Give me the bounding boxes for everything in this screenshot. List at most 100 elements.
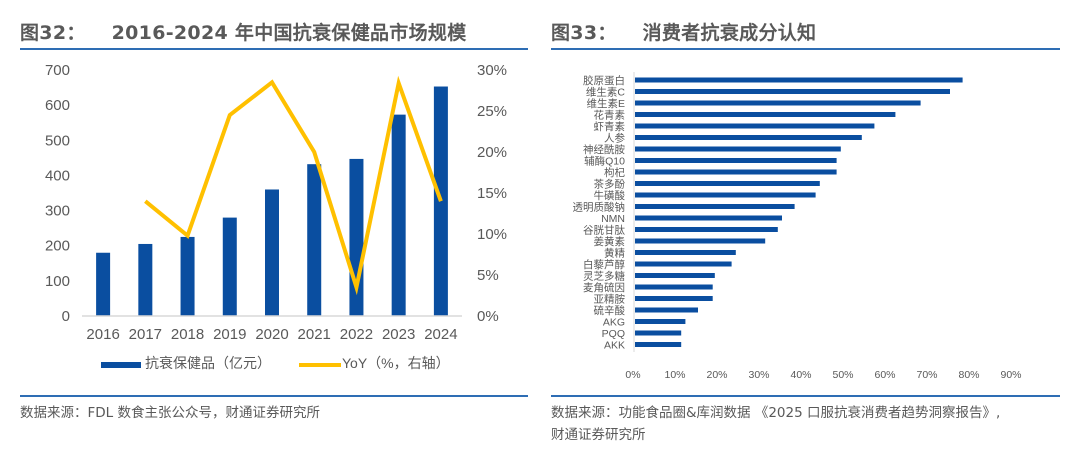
bar-谷胱甘肽 xyxy=(635,227,778,232)
left-panel-title: 图32： 2016-2024 年中国抗衰保健品市场规模 xyxy=(20,18,467,45)
category-label: 亚精胺 xyxy=(594,293,626,306)
category-label: 人参 xyxy=(604,132,625,145)
bar-人参 xyxy=(635,135,862,140)
right-title-rule xyxy=(551,48,1060,50)
bar-灵芝多糖 xyxy=(635,273,715,278)
bar-2017 xyxy=(138,243,153,316)
bar-AKG xyxy=(635,319,686,324)
y-left-tick-label: 200 xyxy=(45,238,70,255)
legend-line-label: YoY（%，右轴） xyxy=(342,355,450,371)
bar-2023 xyxy=(391,114,406,316)
right-title-text: 消费者抗衰成分认知 xyxy=(642,22,817,44)
category-label: 白藜芦醇 xyxy=(583,258,625,271)
category-label: 姜黄素 xyxy=(594,235,626,248)
bar-维生素E xyxy=(635,100,921,106)
left-title-text: 2016-2024 年中国抗衰保健品市场规模 xyxy=(111,22,467,44)
x-tick-label: 2017 xyxy=(129,326,162,343)
right-source-line2: 财通证券研究所 xyxy=(551,427,646,443)
bar-2020 xyxy=(265,189,279,316)
category-label: 谷胱甘肽 xyxy=(583,224,625,237)
x-tick-label: 2022 xyxy=(340,326,373,343)
category-label: 维生素E xyxy=(586,97,625,110)
category-label: AKK xyxy=(604,340,625,352)
right-fig-number: 图33： xyxy=(551,22,617,44)
legend-line-swatch xyxy=(299,363,341,367)
y-right-tick-label: 0% xyxy=(477,308,499,325)
category-label: 枸杞 xyxy=(604,166,625,179)
y-left-tick-label: 300 xyxy=(45,203,70,220)
x-tick-label: 40% xyxy=(790,369,811,381)
category-label: 神经酰胺 xyxy=(583,143,625,156)
category-label: 辅酶Q10 xyxy=(584,155,625,168)
x-tick-label: 2020 xyxy=(255,326,288,343)
category-label: 麦角硫因 xyxy=(583,281,625,294)
category-label: 茶多酚 xyxy=(594,178,626,191)
y-left-tick-label: 600 xyxy=(45,97,70,114)
bar-透明质酸钠 xyxy=(635,204,795,209)
legend-bar-label: 抗衰保健品（亿元） xyxy=(145,355,271,371)
bar-辅酶Q10 xyxy=(635,158,837,163)
y-right-tick-label: 10% xyxy=(477,226,507,243)
y-right-tick-label: 5% xyxy=(477,267,499,284)
category-label: 透明质酸钠 xyxy=(573,201,626,214)
y-right-tick-label: 15% xyxy=(477,185,507,202)
category-label: PQQ xyxy=(602,328,625,340)
bar-白藜芦醇 xyxy=(635,261,732,267)
category-label: NMN xyxy=(601,213,625,225)
category-label: 维生素C xyxy=(586,86,625,99)
x-tick-label: 80% xyxy=(958,369,979,381)
y-left-tick-label: 700 xyxy=(45,62,70,79)
legend-bar-swatch xyxy=(101,362,141,368)
right-source-rule xyxy=(551,395,1060,397)
bar-AKK xyxy=(635,342,682,347)
bar-亚精胺 xyxy=(635,296,713,301)
bar-NMN xyxy=(635,215,782,221)
bar-硫辛酸 xyxy=(635,307,698,313)
right-panel-title: 图33： 消费者抗衰成分认知 xyxy=(551,18,816,45)
left-source-rule xyxy=(20,395,528,397)
category-label: 胶原蛋白 xyxy=(583,74,625,87)
y-right-tick-label: 30% xyxy=(477,62,507,79)
right-source-line1: 数据来源：功能食品圈&库润数据 《2025 口服抗衰消费者趋势洞察报告》, xyxy=(551,405,1001,421)
bar-2021 xyxy=(307,164,322,316)
x-tick-label: 2023 xyxy=(382,326,415,343)
bar-2018 xyxy=(180,236,195,316)
left-fig-number: 图32： xyxy=(20,22,86,44)
y-left-tick-label: 0 xyxy=(62,308,70,325)
bar-PQQ xyxy=(635,330,682,336)
bar-麦角硫因 xyxy=(635,284,713,290)
x-tick-label: 50% xyxy=(832,369,853,381)
bar-2016 xyxy=(96,252,111,316)
ingredient-awareness-chart: 胶原蛋白维生素C维生素E花青素虾青素人参神经酰胺辅酶Q10枸杞茶多酚牛磺酸透明质… xyxy=(573,72,1022,381)
yoy-line xyxy=(144,75,443,296)
category-label: 花青素 xyxy=(594,109,626,122)
x-tick-label: 2018 xyxy=(171,326,204,343)
market-size-chart: 0 100 200 300 400 500 600 700 0% 5% 10% 15% 20% 25% 30… xyxy=(45,62,507,371)
y-right-tick-label: 25% xyxy=(477,103,507,120)
x-tick-label: 90% xyxy=(1000,369,1021,381)
bar-枸杞 xyxy=(635,169,837,175)
x-tick-label: 10% xyxy=(664,369,685,381)
bar-维生素C xyxy=(635,89,950,94)
category-label: 硫辛酸 xyxy=(594,304,626,317)
x-tick-label: 30% xyxy=(748,369,769,381)
x-tick-label: 2016 xyxy=(86,326,119,343)
x-tick-label: 2021 xyxy=(298,326,331,343)
y-left-tick-label: 100 xyxy=(45,273,70,290)
x-tick-label: 2024 xyxy=(424,326,457,343)
bar-神经酰胺 xyxy=(635,146,841,152)
bar-虾青素 xyxy=(635,123,875,129)
bar-黄精 xyxy=(635,250,736,255)
bar-姜黄素 xyxy=(635,238,766,244)
category-label: 灵芝多糖 xyxy=(583,270,625,283)
bar-胶原蛋白 xyxy=(635,77,963,83)
category-label: 黄精 xyxy=(604,247,625,260)
y-right-tick-label: 20% xyxy=(477,144,507,161)
x-tick-label: 2019 xyxy=(213,326,246,343)
x-tick-label: 0% xyxy=(625,369,640,381)
left-title-rule xyxy=(20,48,528,50)
x-tick-label: 70% xyxy=(916,369,937,381)
bar-2019 xyxy=(222,217,237,316)
category-label: 牛磺酸 xyxy=(594,189,626,202)
category-label: 虾青素 xyxy=(594,120,626,133)
